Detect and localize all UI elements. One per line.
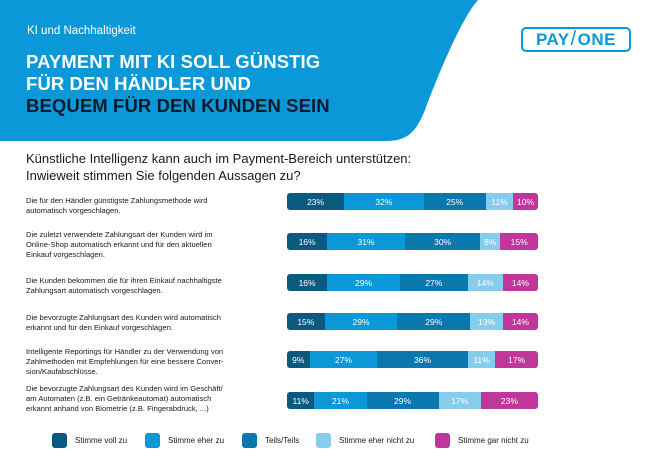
row-label-5: Intelligente Reportings für Händler zu d… (26, 347, 276, 377)
page-title: PAYMENT MIT KI SOLL GÜNSTIG FÜR DEN HÄND… (26, 51, 330, 117)
legend-swatch-icon (242, 433, 257, 448)
bar-segment: 14% (502, 313, 538, 330)
row-label-line: Zahlungsart automatisch vorgeschlagen. (26, 286, 163, 295)
legend-label: Teils/Teils (265, 436, 300, 445)
bar-segment: 27% (399, 274, 468, 291)
row-label-line: Zahlmethoden mit Empfehlungen für eine b… (26, 357, 224, 366)
bar-segment: 29% (366, 392, 439, 409)
row-label-line: Die Kunden bekommen die für ihren Einkau… (26, 276, 222, 285)
question-line-2: Inwieweit stimmen Sie folgenden Aussagen… (26, 167, 301, 183)
row-label-line: erkannt und für den Einkauf vorgeschlage… (26, 323, 173, 332)
logo-slash: / (570, 28, 577, 50)
bar-segment: 8% (480, 233, 501, 250)
banner-shape (0, 0, 478, 141)
title-line-3: BEQUEM FÜR DEN KUNDEN SEIN (26, 95, 330, 116)
bar-segment: 16% (287, 274, 328, 291)
title-line-2: FÜR DEN HÄNDLER UND (26, 73, 251, 94)
row-label-2: Die zuletzt verwendete Zahlungsart der K… (26, 230, 276, 260)
legend-swatch-icon (145, 433, 160, 448)
question-line-1: Künstliche Intelligenz kann auch im Paym… (26, 151, 412, 166)
legend-label: Stimme eher nicht zu (339, 436, 415, 445)
row-label-line: Die zuletzt verwendete Zahlungsart der K… (26, 230, 213, 239)
legend-swatch-icon (435, 433, 450, 448)
logo-text-one: ONE (577, 29, 617, 49)
bar-segment: 36% (377, 351, 468, 368)
stacked-bar-1: 23% 32% 25% 11% 10% (287, 193, 538, 210)
row-label-line: am Automaten (z.B. ein Getränkeautomat) … (26, 394, 212, 403)
row-label-line: Online-Shop automatisch erkannt und für … (26, 240, 212, 249)
bar-segment: 14% (502, 274, 538, 291)
bar-segment: 29% (327, 274, 400, 291)
legend-item-voll: Stimme voll zu (52, 433, 145, 448)
bar-segment: 17% (495, 351, 538, 368)
stacked-bar-5: 9% 27% 36% 11% 17% (287, 351, 538, 368)
row-label-3: Die Kunden bekommen die für ihren Einkau… (26, 276, 276, 296)
bar-segment: 15% (287, 313, 325, 330)
bar-segment: 11% (287, 392, 315, 409)
bar-segment: 10% (513, 193, 538, 210)
logo-text-pay: PAY (535, 29, 570, 49)
row-label-line: Die bevorzugte Zahlungsart des Kunden wi… (26, 313, 222, 322)
chart-legend: Stimme voll zu Stimme eher zu Teils/Teil… (52, 433, 529, 448)
bar-segment: 23% (287, 193, 345, 210)
row-label-line: sion/Kaufabschlüsse. (26, 367, 98, 376)
bar-segment: 31% (327, 233, 405, 250)
row-label-line: erkannt anhand von Biometrie (z.B. Finge… (26, 404, 209, 413)
legend-label: Stimme eher zu (168, 436, 225, 445)
bar-segment: 17% (438, 392, 481, 409)
bar-segment: 11% (467, 351, 496, 368)
legend-item-eher: Stimme eher zu (145, 433, 242, 448)
bar-segment: 9% (287, 351, 310, 368)
bar-segment: 32% (344, 193, 424, 210)
legend-swatch-icon (52, 433, 67, 448)
bar-segment: 29% (324, 313, 398, 330)
kicker-label: KI und Nachhaltigkeit (27, 25, 136, 37)
legend-item-teils: Teils/Teils (242, 433, 316, 448)
row-label-line: Intelligente Reportings für Händler zu d… (26, 347, 224, 356)
row-label-line: Die bevorzugte Zahlungsart des Kunden wi… (26, 384, 223, 393)
row-label-line: Einkauf vorgeschlagen. (26, 250, 105, 259)
stacked-bar-2: 16% 31% 30% 8% 15% (287, 233, 538, 250)
row-label-line: automatisch vorgeschlagen. (26, 206, 121, 215)
bar-segment: 11% (485, 193, 514, 210)
legend-item-gar-nicht: Stimme gar nicht zu (435, 433, 529, 448)
survey-question: Künstliche Intelligenz kann auch im Paym… (26, 151, 411, 184)
header-banner: KI und Nachhaltigkeit PAYMENT MIT KI SOL… (0, 0, 661, 145)
payone-logo: PAY / ONE (521, 27, 631, 52)
stacked-bar-3: 16% 29% 27% 14% 14% (287, 274, 538, 291)
bar-segment: 30% (404, 233, 481, 250)
row-label-line: Die für den Händler günstigste Zahlungsm… (26, 196, 208, 205)
stacked-bar-6: 11% 21% 29% 17% 23% (287, 392, 538, 409)
bar-segment: 14% (467, 274, 503, 291)
bar-segment: 25% (423, 193, 486, 210)
title-line-1: PAYMENT MIT KI SOLL GÜNSTIG (26, 51, 321, 72)
bar-segment: 23% (480, 392, 538, 409)
bar-segment: 16% (287, 233, 328, 250)
bar-segment: 13% (470, 313, 503, 330)
bar-segment: 27% (309, 351, 378, 368)
row-label-1: Die für den Händler günstigste Zahlungsm… (26, 196, 276, 216)
legend-swatch-icon (316, 433, 331, 448)
legend-label: Stimme voll zu (75, 436, 128, 445)
legend-label: Stimme gar nicht zu (458, 436, 529, 445)
row-label-4: Die bevorzugte Zahlungsart des Kunden wi… (26, 313, 276, 333)
row-label-6: Die bevorzugte Zahlungsart des Kunden wi… (26, 384, 276, 414)
bar-segment: 21% (314, 392, 367, 409)
bar-segment: 29% (397, 313, 471, 330)
bar-segment: 15% (500, 233, 538, 250)
legend-item-eher-nicht: Stimme eher nicht zu (316, 433, 435, 448)
stacked-bar-4: 15% 29% 29% 13% 14% (287, 313, 538, 330)
